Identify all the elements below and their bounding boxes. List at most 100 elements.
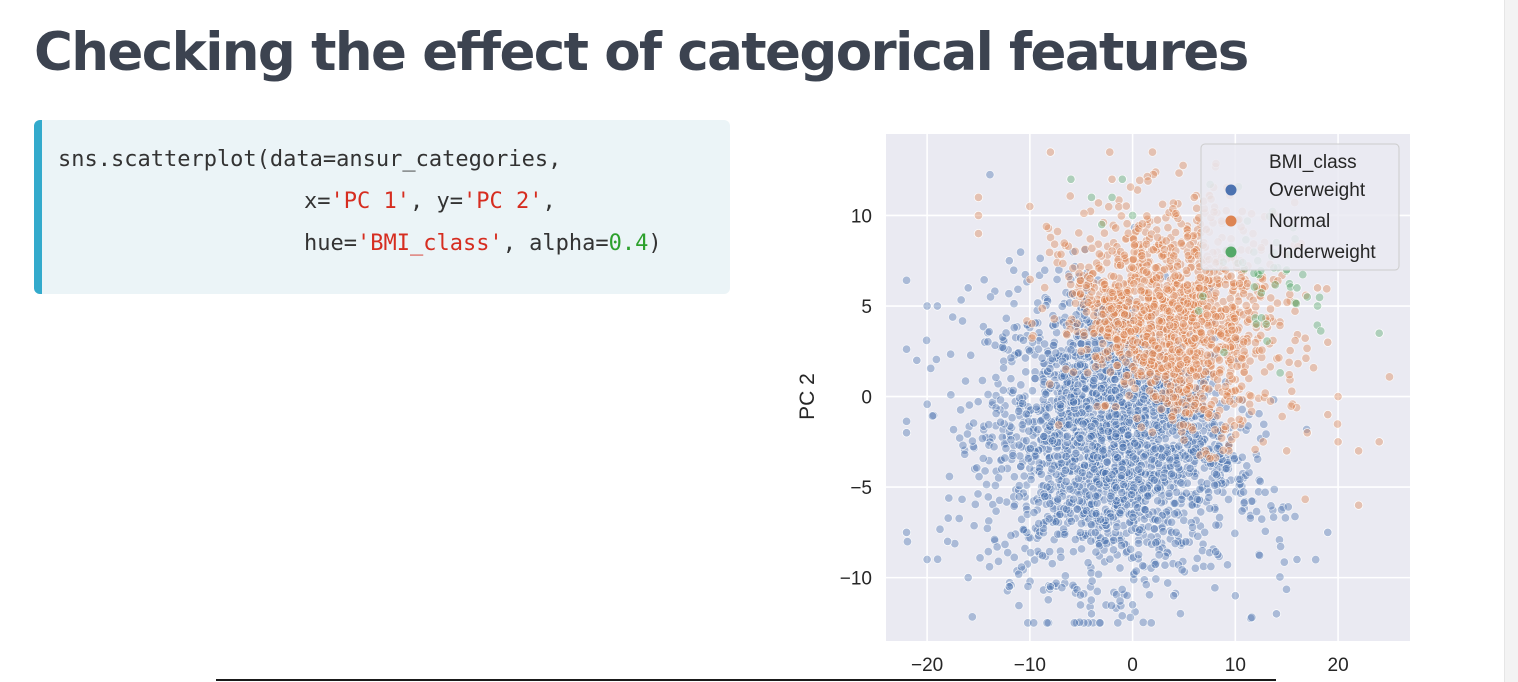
data-point [1160,560,1170,570]
data-point [1045,547,1055,557]
data-point [1004,256,1014,266]
code-line-3: hue='BMI_class', alpha=0.4) [58,230,730,272]
data-point [1163,223,1173,233]
data-point [1122,219,1132,229]
data-point [1245,356,1255,366]
data-point [978,453,988,463]
data-point [1044,247,1055,257]
x-tick-label: 10 [1225,655,1246,676]
data-point [1070,298,1081,308]
data-point [1093,569,1104,579]
data-point [1036,416,1046,426]
data-point [1293,359,1303,369]
data-point [1020,353,1030,363]
data-point [1333,437,1343,447]
data-point [1205,504,1215,514]
data-point [1043,473,1054,484]
data-point [1030,373,1040,384]
data-point [901,275,912,285]
data-point [982,523,992,533]
data-point [1138,484,1148,494]
data-point [1045,363,1055,374]
data-point [1235,474,1245,484]
x-tick-label: −10 [1014,655,1046,676]
data-point [1087,243,1097,253]
data-point [1106,491,1116,501]
data-point [1115,508,1125,518]
data-point [1113,618,1123,628]
data-point [1250,444,1260,454]
data-point [1115,596,1125,606]
data-point [1262,336,1272,346]
data-point [1291,298,1301,309]
data-point [948,312,958,322]
data-point [1105,367,1116,377]
data-point [901,428,912,438]
data-point [1165,526,1175,536]
data-point [1036,469,1046,479]
data-point [1354,446,1364,456]
data-point [1203,358,1213,368]
data-point [1112,343,1122,353]
data-point [1269,484,1279,495]
data-point [1104,324,1114,334]
data-point [1043,595,1053,605]
data-point [1039,431,1049,441]
data-point [1245,513,1255,523]
data-point [1142,267,1152,277]
data-point [992,542,1002,552]
data-point [997,342,1008,352]
data-point [1279,557,1289,567]
data-point [977,375,987,386]
data-point [1092,452,1103,462]
data-point [1185,347,1195,357]
data-point [1160,371,1170,381]
data-point [1134,474,1144,484]
data-point [1133,406,1143,416]
data-point [1078,419,1088,429]
data-point [1143,288,1154,298]
data-point [985,170,995,180]
data-point [1384,372,1395,382]
data-point [1124,391,1134,401]
data-point [1141,580,1151,590]
data-point [1042,618,1052,628]
data-point [912,355,922,365]
scatter-plot: −20 −10 0 10 20 −10 −5 0 5 10 PC 2 BMI_class Overwei… [796,134,1410,676]
data-point [1175,609,1185,619]
data-point [983,547,993,557]
scrollbar[interactable] [1504,0,1518,682]
data-point [1112,360,1122,370]
data-point [1167,412,1177,422]
data-point [1215,368,1225,378]
data-point [1091,491,1101,501]
data-point [1152,215,1162,225]
data-point [1059,238,1069,248]
data-point [1314,292,1325,302]
data-point [979,275,989,285]
data-point [1151,263,1161,273]
data-point [1220,422,1230,432]
data-point [1323,410,1333,420]
data-point [990,480,1000,491]
data-point [1075,600,1086,610]
data-point [1086,431,1096,442]
data-point [1029,508,1039,518]
data-point [1014,440,1024,450]
code-string: 'PC 2' [462,189,543,214]
data-point [1282,297,1292,307]
data-point [964,400,974,410]
data-point [1251,302,1261,312]
data-point [1141,239,1151,249]
data-point [1189,192,1199,202]
data-point [1284,357,1294,367]
data-point [1170,498,1180,509]
data-point [1195,283,1205,293]
data-point [962,429,972,439]
data-point [1039,366,1050,376]
data-point [1102,457,1112,467]
data-point [1021,367,1031,377]
data-point [1115,563,1125,573]
data-point [1040,283,1050,293]
data-point [1125,612,1135,623]
